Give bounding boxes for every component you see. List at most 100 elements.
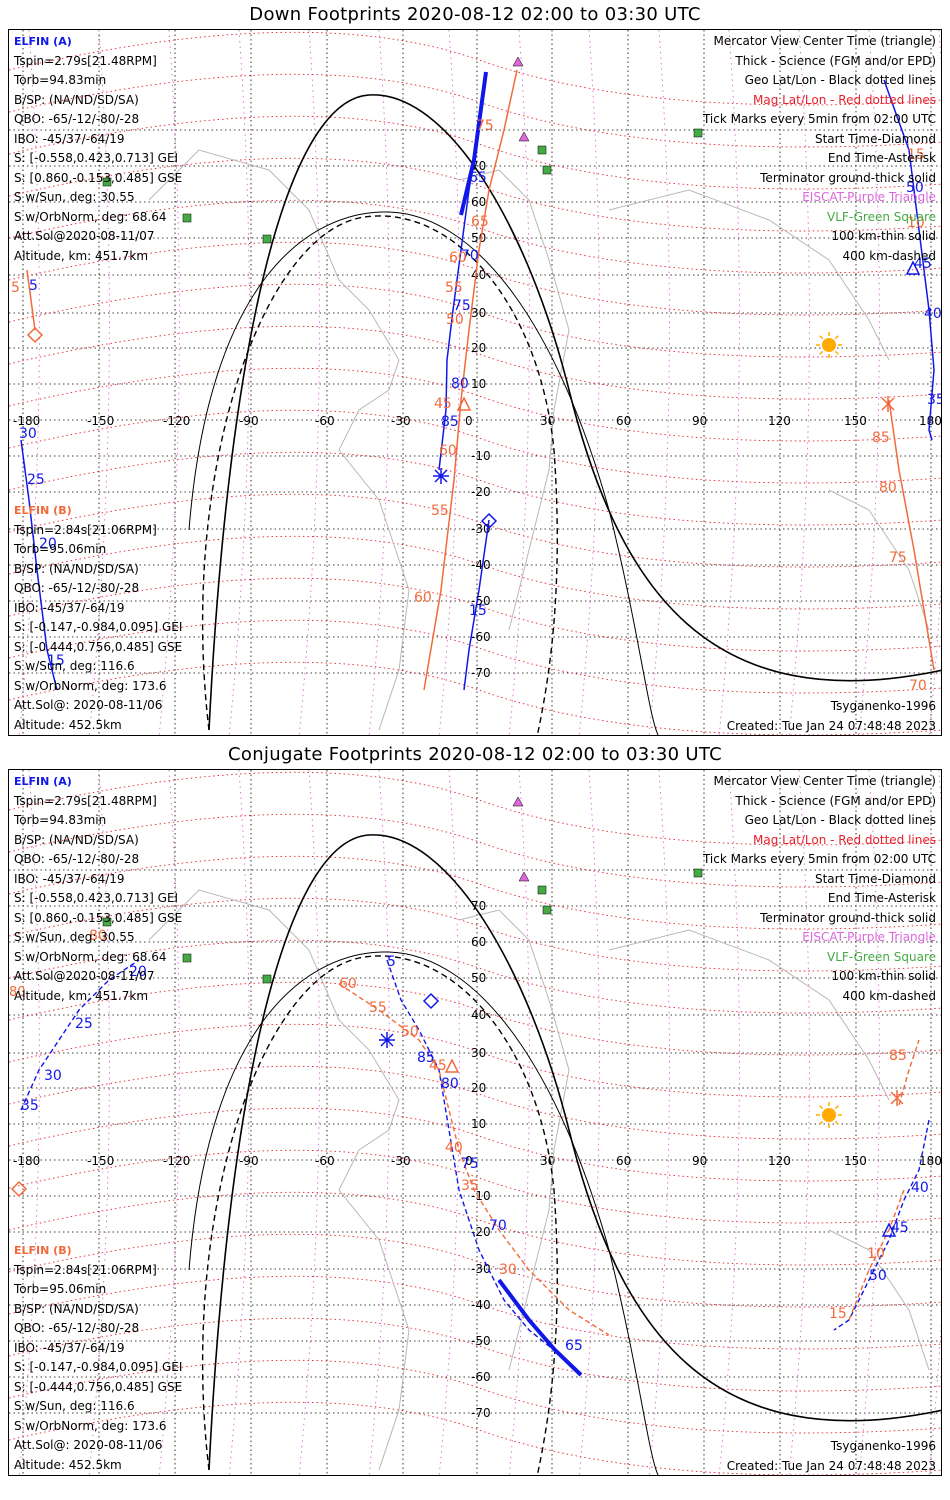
lon-tick-label: -60 [315, 1154, 335, 1168]
lat-tick-label: 50 [471, 971, 486, 985]
lat-tick-label: -70 [471, 1406, 491, 1420]
footer-info: Tsyganenko-1996 Created: Tue Jan 24 07:4… [727, 1437, 936, 1475]
elfin-b-s-orb: S w/OrbNorm, deg: 173.6 [14, 1418, 167, 1433]
coastline [828, 489, 930, 631]
lat-tick-label: -20 [471, 485, 491, 499]
lat-tick-label: 20 [471, 1081, 486, 1095]
sun-ray [834, 335, 839, 340]
elfin-b-time-label: 75 [476, 118, 494, 134]
mag-meridian [928, 770, 941, 1475]
lon-tick-label: 120 [768, 1154, 791, 1168]
elfin-a-s-sun: S w/Sun, deg: 30.55 [14, 930, 135, 944]
mag-latitude-line [9, 771, 941, 846]
mag-meridian [858, 770, 880, 1475]
elfin-a-time-label: 45 [891, 1220, 909, 1236]
sun-icon [822, 338, 836, 352]
elfin-b-s-sun: S w/Sun, deg: 116.6 [14, 1399, 135, 1413]
lon-tick-label: 90 [692, 1154, 707, 1168]
lon-tick-label: 90 [692, 414, 707, 428]
elfin-a-time-label: 5 [387, 954, 396, 970]
view-center-triangle [444, 1058, 460, 1073]
view-center-triangle [456, 396, 472, 411]
mag-latitude-line [9, 1359, 941, 1434]
elfin-a-time-label: 20 [39, 536, 57, 552]
mag-latitude-line [9, 1317, 941, 1392]
elfin-a-time-label: 85 [417, 1050, 435, 1066]
terminator-100km [188, 211, 659, 735]
lat-tick-label: -60 [471, 630, 491, 644]
mag-latitude-line [9, 283, 941, 358]
elfin-a-track-south [463, 519, 490, 691]
mag-meridian [88, 770, 110, 1475]
legend-science: Thick - Science (FGM and/or EPD) [735, 793, 936, 808]
elfin-a-time-label: 65 [469, 170, 487, 186]
elfin-b-time-label: 80 [9, 985, 26, 1000]
legend: Mercator View Center Time (triangle) Thi… [703, 32, 936, 266]
elfin-a-time-label: 50 [869, 1268, 887, 1284]
elfin-b-time-label: 40 [445, 1140, 463, 1156]
eiscat-triangle [518, 871, 530, 882]
elfin-b-s-gse: S: [-0.444,0.756,0.485] GSE [14, 1379, 183, 1394]
elfin-b-s-sun: S w/Sun, deg: 116.6 [14, 659, 135, 673]
mag-latitude-line [9, 1065, 941, 1140]
elfin-a-science-track [459, 71, 488, 216]
end-asterisk [379, 1032, 395, 1048]
elfin-b-time-label: 60 [449, 250, 467, 266]
lon-tick-label: 30 [540, 1154, 555, 1168]
mag-latitude-line [9, 1191, 941, 1266]
elfin-a-track-west [20, 439, 58, 691]
mag-meridian [438, 30, 460, 735]
elfin-b-time-label: 55 [369, 1000, 387, 1016]
lon-tick-label: -150 [87, 1154, 114, 1168]
elfin-b-altitude: Altitude: 452.5km [14, 1457, 122, 1472]
legend-vlf: VLF-Green Square [827, 209, 936, 224]
legend-terminator: Terminator ground-thick solid [760, 910, 936, 925]
mag-latitude-line [9, 619, 941, 694]
mag-latitude-line [9, 1023, 941, 1098]
mag-meridian [578, 770, 600, 1475]
lat-tick-label: -10 [471, 1189, 491, 1203]
elfin-a-time-label: 85 [441, 414, 459, 430]
mag-meridian [438, 770, 460, 1475]
elfin-b-s-gse: S: [-0.444,0.756,0.485] GSE [14, 639, 183, 654]
elfin-b-title: ELFIN (B) [14, 504, 72, 517]
elfin-b-tspin: Tspin=2.84s[21.06RPM] [14, 522, 157, 537]
elfin-a-time-label: 40 [924, 306, 942, 322]
elfin-a-time-label: 65 [565, 1338, 583, 1354]
mag-meridian [368, 770, 390, 1475]
mag-latitude-line [9, 241, 941, 316]
view-center-triangle [881, 1222, 897, 1237]
mag-latitude-line [9, 115, 941, 190]
elfin-a-time-label: 20 [129, 964, 147, 980]
elfin-a-time-label: 30 [44, 1068, 62, 1084]
elfin-b-time-label: 60 [439, 443, 457, 459]
lon-tick-label: 150 [844, 414, 867, 428]
mag-meridian [158, 770, 180, 1475]
legend-400km: 400 km-dashed [842, 248, 936, 263]
elfin-a-time-label: 15 [47, 653, 65, 669]
legend-geo-grid: Geo Lat/Lon - Black dotted lines [744, 813, 936, 827]
mag-latitude-line [9, 1107, 941, 1182]
elfin-b-time-label: 80 [879, 480, 897, 496]
map-canvas: -180 -150 -120 -90 -60 -30 0 30 60 90 120 150 180706… [9, 30, 942, 735]
elfin-a-time-label: 50 [906, 180, 924, 196]
elfin-a-ibo: IBO: -45/37/-64/19 [14, 871, 125, 886]
lat-tick-label: 10 [471, 377, 486, 391]
elfin-a-tspin: Tspin=2.79s[21.48RPM] [14, 53, 157, 68]
elfin-b-s-gei: S: [-0.147,-0.984,0.095] GEI [14, 620, 183, 634]
elfin-b-time-label: 10 [867, 1246, 885, 1262]
legend-100km: 100 km-thin solid [831, 969, 936, 983]
elfin-a-qbo: QBO: -65/-12/-80/-28 [14, 852, 140, 866]
lat-tick-label: 40 [471, 1008, 486, 1022]
lat-tick-label: -20 [471, 1225, 491, 1239]
lon-tick-label: 60 [616, 1154, 631, 1168]
elfin-b-track-east [888, 399, 935, 671]
elfin-b-qbo: QBO: -65/-12/-80/-28 [14, 1321, 140, 1335]
lat-tick-label: -70 [471, 666, 491, 680]
conjugate-footprints-panel: Conjugate Footprints 2020-08-12 02:00 to… [0, 740, 950, 1490]
end-asterisk [881, 396, 895, 412]
vlf-square [262, 234, 272, 244]
lon-tick-label: -90 [239, 414, 259, 428]
elfin-b-torb: Torb=95.06min [14, 1282, 107, 1296]
mag-latitude-line [9, 157, 941, 232]
